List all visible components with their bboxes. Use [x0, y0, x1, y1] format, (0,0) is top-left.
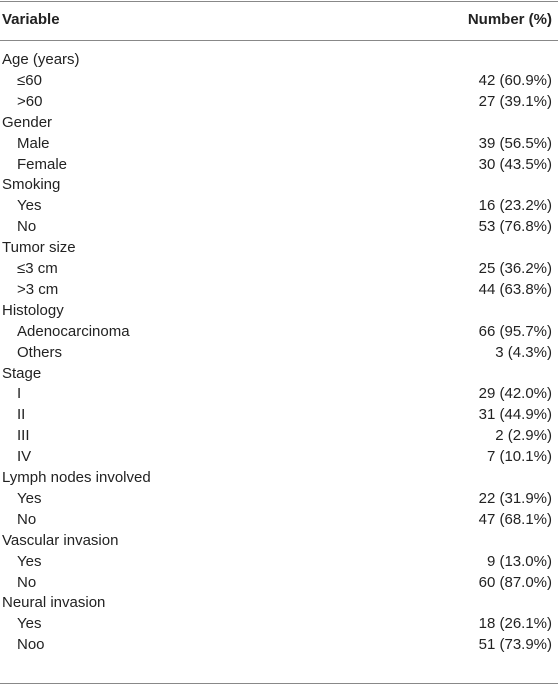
group-label: Lymph nodes involved — [2, 469, 151, 486]
group-label: Smoking — [2, 176, 61, 194]
row-value: 3 (4.3%) — [495, 343, 552, 361]
bottom-rule — [0, 683, 558, 684]
row-label: Yes — [17, 489, 42, 507]
header-number: Number (%) — [467, 11, 552, 28]
group-label: Neural invasion — [2, 594, 106, 612]
row-value: 42 (60.9%) — [478, 71, 552, 89]
row-value: 16 (23.2%) — [478, 197, 552, 215]
row-label: Yes — [17, 197, 42, 215]
row-value: 51 (73.9%) — [478, 636, 552, 654]
row-label: >3 cm — [17, 280, 59, 298]
row-label: Noo — [17, 636, 45, 654]
row-label: Female — [17, 155, 68, 173]
row-value: 53 (76.8%) — [478, 218, 552, 236]
row-value: 27 (39.1%) — [478, 92, 552, 110]
row-value: 2 (2.9%) — [495, 427, 552, 445]
group-label: Gender — [2, 113, 53, 131]
row-value: 39 (56.5%) — [478, 134, 552, 152]
row-value: 7 (10.1%) — [486, 448, 552, 466]
row-label: Adenocarcinoma — [17, 322, 130, 340]
top-rule — [0, 1, 558, 2]
group-label: Tumor size — [2, 239, 76, 257]
row-value: 22 (31.9%) — [478, 489, 552, 507]
row-label: ≤3 cm — [17, 260, 58, 277]
row-value: 47 (68.1%) — [478, 510, 552, 528]
header-rule — [0, 40, 558, 41]
row-label: Male — [17, 134, 50, 152]
row-label: IV — [17, 448, 32, 466]
row-value: 66 (95.7%) — [478, 322, 552, 340]
row-label: No — [17, 573, 37, 591]
row-value: 9 (13.0%) — [486, 552, 552, 570]
row-value: 25 (36.2%) — [478, 260, 552, 277]
row-label: No — [17, 218, 37, 236]
group-label: Age (years) — [2, 51, 80, 68]
row-label: No — [17, 510, 37, 528]
row-value: 30 (43.5%) — [478, 155, 552, 173]
row-label: III — [17, 427, 30, 445]
row-value: 44 (63.8%) — [478, 280, 552, 298]
group-label: Histology — [2, 301, 64, 319]
row-label: ≤60 — [17, 71, 42, 89]
group-label: Stage — [2, 364, 42, 382]
row-value: 29 (42.0%) — [478, 385, 552, 403]
row-label: Yes — [17, 615, 42, 633]
row-value: 18 (26.1%) — [478, 615, 552, 633]
group-label: Vascular invasion — [2, 531, 119, 549]
row-value: 31 (44.9%) — [478, 406, 552, 424]
row-value: 60 (87.0%) — [478, 573, 552, 591]
header-variable: Variable — [2, 11, 60, 28]
row-label: I — [17, 385, 22, 403]
row-label: Others — [17, 343, 63, 361]
row-label: Yes — [17, 552, 42, 570]
row-label: >60 — [17, 92, 43, 110]
row-label: II — [17, 406, 26, 424]
